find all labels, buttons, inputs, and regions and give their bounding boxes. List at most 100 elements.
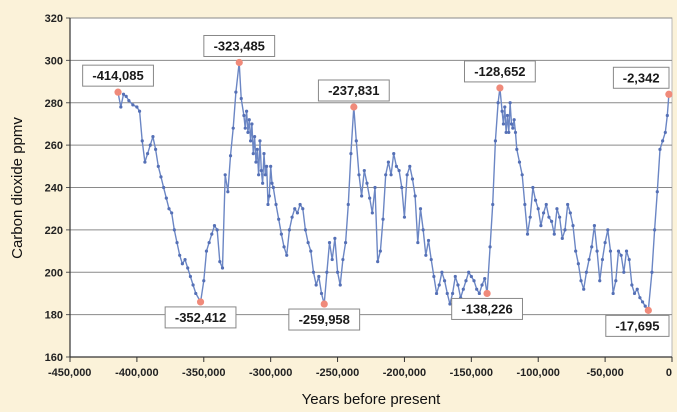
data-point <box>520 173 524 177</box>
data-point <box>349 152 353 156</box>
data-point <box>172 228 176 232</box>
data-point <box>488 245 492 249</box>
data-point <box>587 257 591 262</box>
data-point <box>274 202 278 207</box>
data-point <box>140 139 144 143</box>
data-point <box>509 122 514 126</box>
data-point <box>469 274 473 279</box>
annotation-box <box>463 60 536 83</box>
data-point <box>301 207 305 211</box>
data-point <box>306 240 310 245</box>
x-tick-label: -400,000 <box>115 367 158 379</box>
data-point <box>528 215 532 219</box>
data-point <box>365 181 369 185</box>
data-point <box>493 139 498 143</box>
x-tick-label: -50,000 <box>586 367 623 379</box>
data-point <box>231 126 235 130</box>
data-point <box>663 130 667 135</box>
annotation-label: -414,085 <box>92 68 143 83</box>
data-point <box>624 249 629 253</box>
data-point <box>243 126 247 130</box>
data-point <box>159 175 163 179</box>
data-point <box>630 283 634 287</box>
data-point <box>311 270 316 274</box>
extremum-marker <box>483 289 491 298</box>
data-point <box>258 139 262 143</box>
x-tick-label: 0 <box>666 367 672 379</box>
data-point <box>576 262 580 266</box>
data-point <box>426 238 431 243</box>
data-point <box>259 168 263 173</box>
annotation-label: -2,342 <box>623 70 660 85</box>
data-point <box>261 181 265 185</box>
data-point <box>416 240 420 245</box>
data-point <box>262 152 266 156</box>
data-point <box>442 279 447 283</box>
data-point <box>445 291 449 296</box>
data-point <box>247 118 251 122</box>
data-point <box>505 113 510 118</box>
x-axis-title: Years before present <box>302 391 442 408</box>
data-point <box>429 257 433 262</box>
annotation-label: -128,652 <box>474 64 525 79</box>
annotation-label: -352,412 <box>175 310 226 325</box>
data-point <box>658 147 662 151</box>
data-point <box>121 92 126 96</box>
data-point <box>266 202 270 207</box>
data-point <box>263 173 267 177</box>
data-point <box>194 291 198 296</box>
annotation-box <box>605 314 670 337</box>
data-point <box>341 257 345 262</box>
data-point <box>167 207 171 211</box>
data-point <box>508 101 512 105</box>
data-point <box>327 240 332 245</box>
data-point <box>453 274 457 279</box>
data-point <box>343 240 348 245</box>
data-point <box>501 122 506 126</box>
data-point <box>270 181 274 185</box>
data-point <box>533 198 538 202</box>
data-point <box>515 147 519 151</box>
y-tick-label: 240 <box>45 183 63 195</box>
data-point <box>186 266 190 270</box>
data-point <box>178 253 182 257</box>
data-point <box>370 211 374 215</box>
data-point <box>608 249 613 253</box>
data-point <box>226 190 230 194</box>
data-point <box>504 130 508 135</box>
data-point <box>154 147 158 151</box>
x-tick-label: -250,000 <box>316 367 359 379</box>
data-point <box>164 196 168 200</box>
data-point <box>523 202 527 207</box>
data-point <box>378 249 382 253</box>
data-point <box>566 202 570 207</box>
data-point <box>285 253 289 257</box>
data-point <box>271 185 275 190</box>
data-point <box>170 211 174 215</box>
data-point <box>464 279 468 283</box>
data-point <box>496 101 500 105</box>
data-point <box>191 283 195 287</box>
data-point <box>590 245 594 249</box>
data-point <box>220 266 225 270</box>
data-point <box>338 283 342 287</box>
data-point <box>434 291 439 296</box>
data-point <box>616 249 621 253</box>
data-point <box>279 232 283 236</box>
y-tick-label: 220 <box>45 225 63 237</box>
data-point <box>325 270 329 274</box>
data-point <box>424 253 428 257</box>
data-point <box>357 173 361 177</box>
data-point <box>614 279 618 283</box>
data-point <box>251 152 255 156</box>
data-point <box>335 270 340 274</box>
extremum-marker <box>496 84 504 92</box>
data-point <box>579 279 583 283</box>
extremum-marker <box>644 306 652 314</box>
data-point <box>249 139 253 143</box>
data-point <box>584 270 588 274</box>
data-point <box>531 185 535 190</box>
data-point <box>215 228 219 232</box>
data-point <box>394 164 399 168</box>
